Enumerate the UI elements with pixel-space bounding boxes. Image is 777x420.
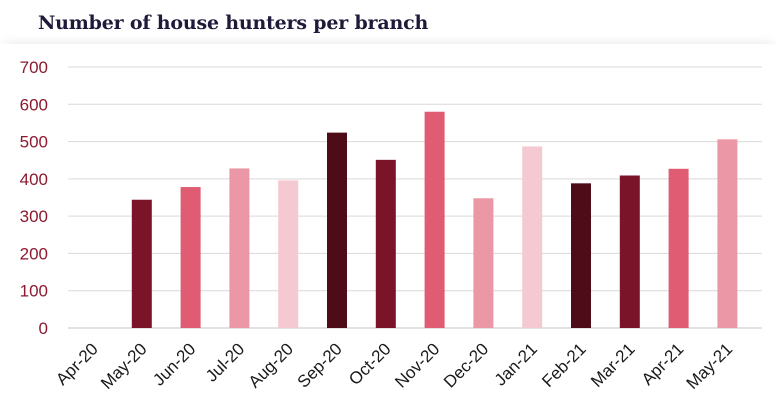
bar-mar-21 [619, 175, 640, 328]
bar-oct-20 [375, 159, 396, 328]
y-tick-label: 100 [20, 282, 48, 301]
y-tick-label: 600 [20, 95, 48, 114]
y-tick-label: 300 [20, 207, 48, 226]
x-tick-label: Apr-21 [638, 339, 688, 389]
bar-dec-20 [473, 198, 494, 328]
x-tick-label: Sep-20 [294, 339, 346, 391]
y-tick-label: 500 [20, 133, 48, 152]
x-tick-label: May-20 [97, 339, 151, 393]
bar-jun-20 [180, 187, 201, 328]
y-tick-label: 400 [20, 170, 48, 189]
bar-feb-21 [571, 183, 591, 328]
y-tick-label: 200 [20, 244, 48, 263]
x-tick-label: Aug-20 [245, 339, 297, 391]
y-tick-label: 0 [39, 319, 48, 338]
x-tick-label: Nov-20 [391, 339, 443, 391]
bar-jan-21 [522, 146, 543, 328]
x-tick-label: Jun-20 [149, 339, 199, 389]
bar-apr-21 [668, 168, 689, 328]
bar-aug-20 [278, 180, 299, 328]
x-tick-label: Mar-21 [587, 339, 639, 391]
y-tick-label: 700 [20, 58, 48, 77]
bar-sep-20 [327, 132, 347, 328]
x-tick-label: May-21 [683, 339, 737, 393]
x-tick-label: Oct-20 [345, 339, 395, 389]
y-axis-ticks: 0 100 200 300 400 500 600 700 [20, 58, 48, 338]
bars [131, 111, 738, 328]
bar-jul-20 [229, 168, 250, 328]
bar-nov-20 [424, 111, 445, 328]
chart-title: Number of house hunters per branch [38, 12, 429, 34]
x-tick-label: Apr-20 [52, 339, 102, 389]
bar-may-21 [717, 139, 738, 328]
x-tick-label: Dec-20 [440, 339, 492, 391]
grid-lines [68, 66, 762, 329]
bar-may-20 [131, 199, 152, 328]
x-tick-label: Feb-21 [538, 339, 590, 391]
x-tick-label: Jan-21 [491, 339, 541, 389]
x-tick-label: Jul-20 [202, 339, 248, 385]
